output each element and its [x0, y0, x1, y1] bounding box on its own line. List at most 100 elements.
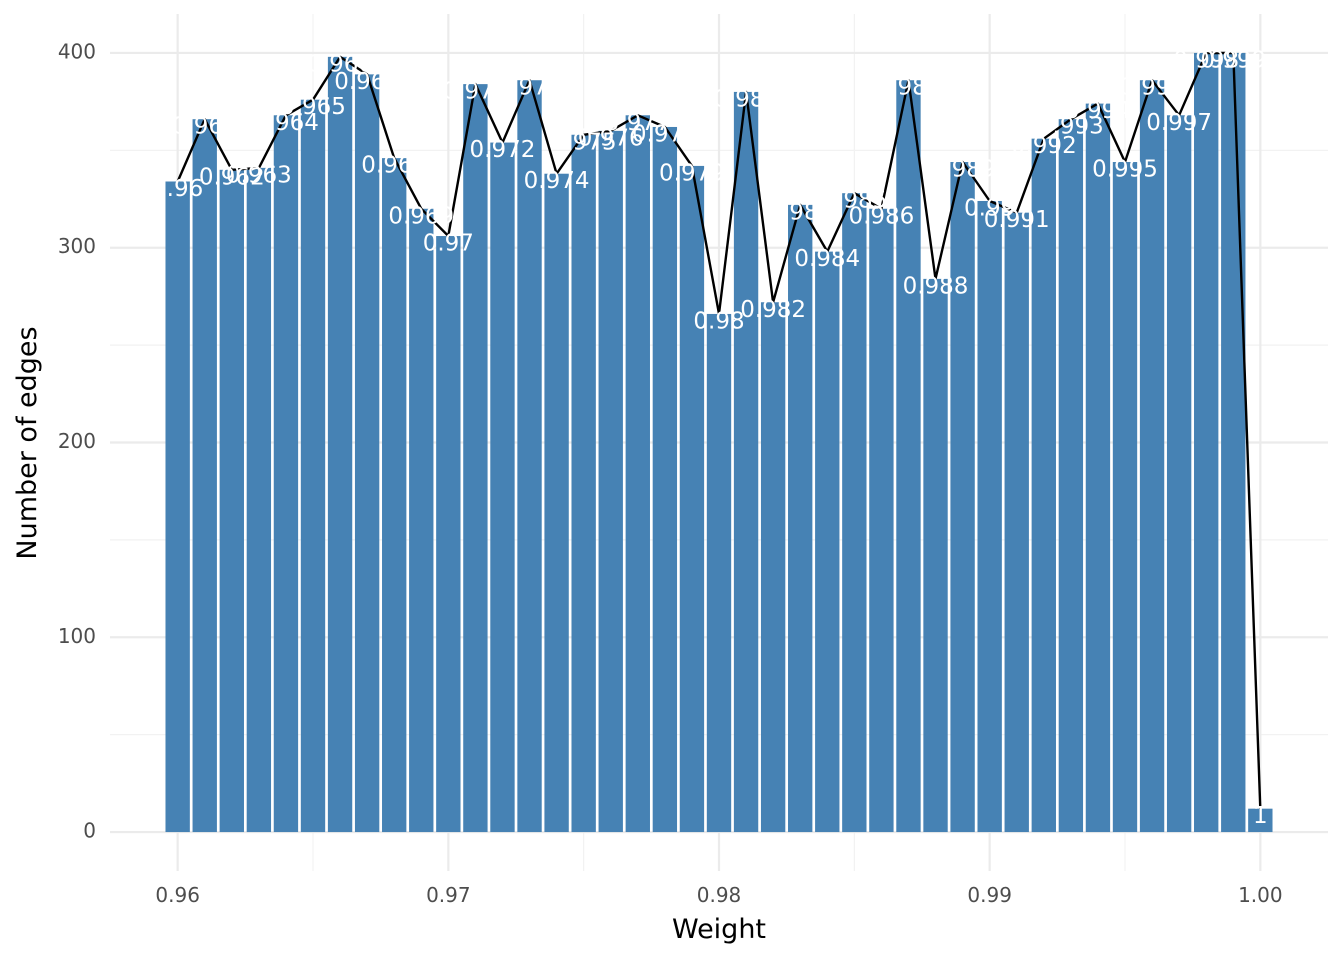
bar-label: 0.975 — [551, 129, 617, 155]
bar-label: 0.993 — [1038, 114, 1104, 140]
x-tick-label: 0.98 — [697, 883, 742, 907]
y-tick-label: 300 — [58, 234, 96, 258]
bar — [788, 204, 813, 833]
bar-label: 0.99 — [964, 195, 1015, 221]
bar — [869, 208, 894, 833]
bar-label: 0.988 — [903, 273, 969, 299]
bar-label: 0.991 — [984, 207, 1050, 233]
bar — [1139, 80, 1165, 833]
bar-label: 0.974 — [524, 168, 590, 194]
bar — [950, 162, 975, 833]
bar — [1058, 119, 1084, 833]
bar-label: 0.973 — [497, 75, 563, 101]
x-axis-ticks: 0.96 0.97 0.98 0.99 1.00 — [155, 883, 1282, 907]
bar — [300, 99, 326, 833]
bar — [1248, 808, 1273, 833]
bar-label: 0.995 — [1092, 157, 1158, 183]
bar — [544, 173, 569, 833]
bar-label: 0.986 — [848, 203, 914, 229]
bar — [490, 142, 515, 833]
y-tick-label: 400 — [58, 39, 96, 63]
bar-label: 0.977 — [605, 110, 671, 136]
bar-label: 0.981 — [713, 86, 779, 112]
bar — [1221, 52, 1246, 833]
bar-label: 0.978 — [632, 121, 698, 147]
bar — [815, 251, 840, 833]
bar — [1085, 103, 1111, 833]
y-axis-ticks: 0 100 200 300 400 — [58, 39, 96, 842]
trend-line-group — [176, 51, 1262, 809]
bar — [354, 74, 380, 833]
bar — [517, 80, 542, 833]
y-tick-label: 200 — [58, 429, 96, 453]
bar — [1112, 162, 1138, 833]
bar — [652, 126, 678, 833]
bar-label: 0.964 — [253, 110, 319, 136]
bar — [165, 181, 190, 833]
bar — [382, 158, 407, 833]
bar-label: 0.999 — [1200, 47, 1266, 73]
trend-line — [176, 51, 1262, 809]
bar-label: 0.968 — [361, 153, 427, 179]
bar — [571, 134, 596, 833]
bar — [273, 115, 299, 833]
bar-label: 0.976 — [578, 125, 644, 151]
bar-label: 0.996 — [1119, 75, 1185, 101]
bar — [1031, 138, 1056, 833]
bar — [1004, 212, 1029, 833]
bar-label: 0.965 — [280, 94, 346, 120]
bar — [706, 313, 732, 833]
bar — [192, 119, 217, 833]
bar-label: 0.989 — [930, 157, 996, 183]
bar-label: 0.997 — [1146, 110, 1212, 136]
bar-label: 0.969 — [388, 203, 454, 229]
y-axis-title: Number of edges — [12, 326, 43, 559]
bar — [327, 56, 353, 833]
bar — [598, 130, 623, 833]
bar — [733, 91, 759, 833]
bar-label: 0.97 — [423, 231, 474, 257]
bar — [679, 165, 705, 833]
bar-label: 0.982 — [740, 297, 806, 323]
bar-label: 0.962 — [199, 164, 265, 190]
bar-label: 0.987 — [876, 75, 942, 101]
bar — [760, 302, 786, 833]
bar — [1194, 52, 1219, 833]
bars — [165, 52, 1273, 833]
bar — [1166, 115, 1192, 833]
bar — [923, 278, 948, 833]
bar-label: 0.998 — [1173, 47, 1239, 73]
x-tick-label: 0.99 — [967, 883, 1012, 907]
bar-label: 0.984 — [794, 246, 860, 272]
bar — [409, 208, 434, 833]
bar — [436, 236, 461, 833]
x-tick-label: 0.97 — [426, 883, 471, 907]
bar-label: 0.961 — [172, 114, 238, 140]
bar — [977, 200, 1002, 833]
bar — [842, 193, 867, 833]
bar — [625, 115, 650, 833]
x-axis-title: Weight — [672, 914, 766, 945]
bar-label: 0.963 — [226, 162, 292, 188]
bar-label: 0.992 — [1011, 133, 1077, 159]
bar — [896, 80, 921, 833]
bar-label: 0.98 — [693, 308, 744, 334]
bar-label: 0.96 — [152, 176, 203, 202]
bar-label: 1 — [1253, 803, 1268, 829]
bar-label: 0.979 — [659, 160, 725, 186]
bar-label: 0.985 — [821, 188, 887, 214]
y-tick-label: 100 — [58, 624, 96, 648]
bar-label: 0.983 — [767, 199, 833, 225]
bar-label: 0.971 — [442, 79, 508, 105]
bar — [246, 167, 272, 833]
bar — [219, 169, 244, 833]
bar-label: 0.966 — [307, 51, 373, 77]
bar — [463, 84, 488, 833]
x-tick-label: 0.96 — [155, 883, 200, 907]
x-tick-label: 1.00 — [1238, 883, 1283, 907]
bar-label: 0.967 — [334, 69, 400, 95]
y-tick-label: 0 — [83, 819, 96, 843]
bar-label: 0.972 — [470, 137, 536, 163]
